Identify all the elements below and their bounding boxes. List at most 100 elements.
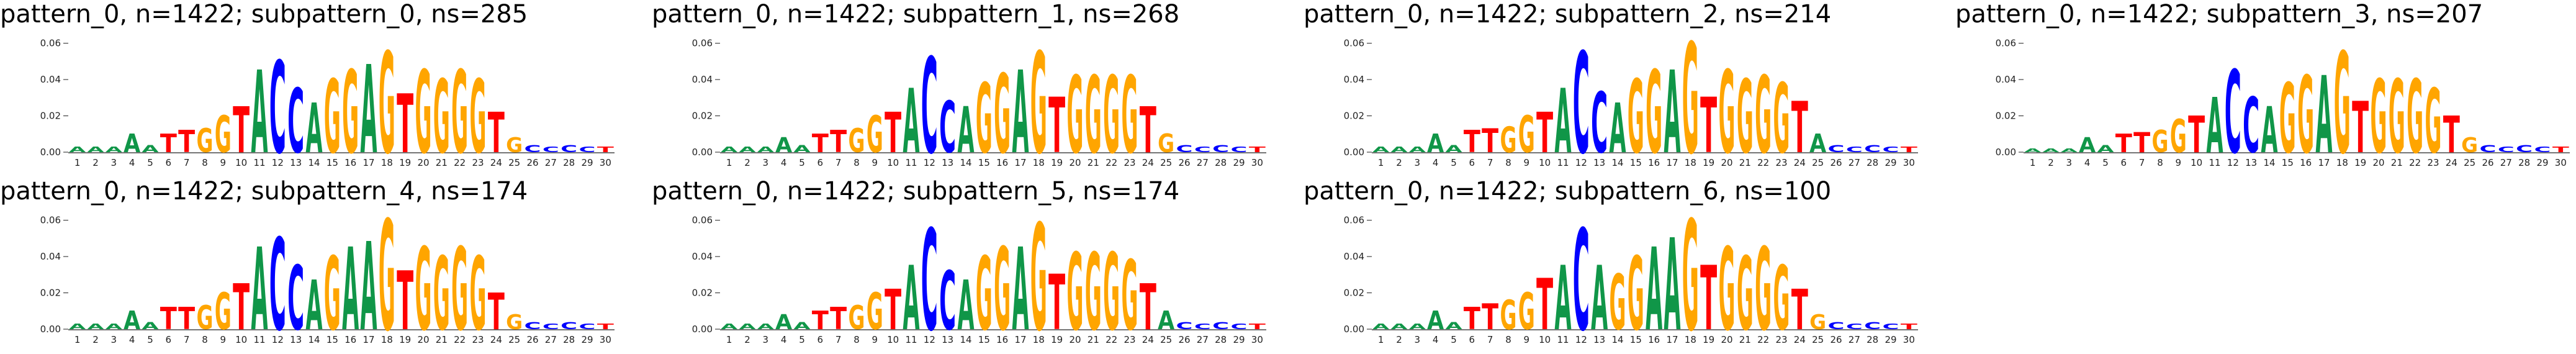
svg-text:C: C — [1828, 143, 1845, 155]
x-tick-label: 17 — [1666, 157, 1678, 168]
x-tick-label: 9 — [2176, 157, 2182, 168]
x-tick-label: 2 — [92, 157, 99, 168]
svg-text:T: T — [812, 306, 829, 335]
logo-letter-27: C — [1846, 145, 1863, 154]
svg-text:G: G — [1682, 190, 1699, 354]
svg-text:C: C — [1194, 322, 1211, 331]
logo-letter-30: T — [1901, 145, 1917, 154]
logo-letter-13: C — [2243, 82, 2259, 170]
logo-letter-4: A — [124, 129, 141, 158]
logo-letter-29: C — [1883, 145, 1899, 154]
logo-letter-12: C — [1573, 24, 1590, 177]
logo-letter-10: T — [1536, 102, 1553, 166]
svg-text:A: A — [2316, 53, 2333, 177]
logo-letter-28: C — [561, 143, 577, 155]
logo-letter-29: C — [2534, 145, 2551, 154]
logo-letter-16: A — [1646, 224, 1662, 354]
x-tick-label: 11 — [905, 157, 917, 168]
logo-letter-24: T — [2443, 105, 2460, 164]
x-tick-label: 6 — [817, 334, 824, 345]
svg-text:T: T — [1048, 259, 1065, 347]
svg-text:T: T — [1791, 279, 1808, 343]
logo-letter-29: C — [1883, 322, 1899, 331]
x-tick-label: 19 — [2354, 157, 2366, 168]
logo-letter-25: G — [506, 311, 523, 334]
x-tick-label: 30 — [1251, 334, 1263, 345]
x-tick-label: 12 — [272, 334, 284, 345]
svg-text:G: G — [2461, 134, 2478, 157]
x-tick-label: 15 — [2282, 157, 2294, 168]
x-tick-label: 24 — [1794, 334, 1806, 345]
x-tick-label: 24 — [1794, 157, 1806, 168]
svg-text:A: A — [251, 224, 268, 354]
svg-text:G: G — [2297, 53, 2314, 177]
svg-text:A: A — [1646, 224, 1662, 354]
logo-letter-30: T — [1249, 322, 1266, 331]
svg-text:A: A — [142, 320, 159, 332]
svg-text:C: C — [939, 255, 956, 348]
logo-letter-22: G — [1755, 53, 1772, 177]
svg-text:C: C — [287, 71, 304, 173]
logo-letter-3: A — [106, 322, 122, 331]
logo-letter-23: G — [1773, 65, 1790, 176]
svg-text:C: C — [579, 145, 596, 154]
logo-letter-25: G — [1158, 129, 1174, 158]
svg-text:C: C — [543, 145, 559, 154]
svg-text:A: A — [775, 134, 792, 157]
x-tick-label: 1 — [1378, 157, 1384, 168]
logo-letter-9: G — [867, 282, 883, 341]
logo-letter-17: A — [2316, 53, 2333, 177]
x-tick-label: 23 — [472, 157, 484, 168]
svg-text:C: C — [1573, 201, 1590, 354]
x-tick-label: 29 — [1885, 157, 1896, 168]
logo-letter-27: C — [1846, 322, 1863, 331]
svg-text:A: A — [1012, 224, 1029, 354]
x-tick-label: 15 — [1630, 157, 1642, 168]
logo-letter-17: A — [361, 40, 377, 177]
x-tick-label: 25 — [1160, 157, 1172, 168]
x-tick-label: 24 — [2446, 157, 2457, 168]
logo-letter-27: C — [1194, 145, 1211, 154]
svg-text:C: C — [1176, 143, 1193, 155]
logo-letter-21: G — [1085, 230, 1102, 354]
svg-text:T: T — [597, 145, 614, 154]
svg-text:G: G — [867, 105, 883, 164]
svg-text:T: T — [885, 102, 901, 166]
x-tick-label: 17 — [1014, 334, 1026, 345]
logo-letter-20: G — [1067, 53, 1084, 177]
logo-letter-6: T — [1464, 301, 1480, 337]
logo-letter-3: A — [2061, 148, 2078, 153]
svg-text:G: G — [1067, 53, 1084, 177]
x-tick-label: 2 — [1396, 157, 1402, 168]
logo-letter-6: T — [160, 301, 177, 337]
logo-panel-3: pattern_0, n=1422; subpattern_3, ns=207 … — [1955, 0, 2576, 177]
panel-title: pattern_0, n=1422; subpattern_1, ns=268 — [652, 0, 1180, 29]
logo-letter-18: G — [1682, 13, 1699, 177]
logo-letter-24: T — [488, 282, 505, 341]
svg-text:T: T — [1249, 322, 1266, 331]
x-tick-label: 9 — [220, 157, 227, 168]
x-tick-label: 21 — [436, 334, 448, 345]
svg-text:G: G — [1773, 248, 1790, 350]
logo-letter-8: G — [197, 299, 214, 338]
logo-letter-11: A — [1555, 71, 1572, 173]
x-tick-label: 4 — [129, 157, 135, 168]
x-tick-label: 3 — [763, 157, 769, 168]
svg-text:G: G — [1030, 24, 1047, 177]
svg-text:G: G — [1737, 236, 1754, 353]
x-tick-label: 20 — [1721, 157, 1732, 168]
x-tick-label: 21 — [1088, 334, 1099, 345]
logo-letter-21: G — [1737, 59, 1754, 176]
logo-letter-22: G — [1755, 224, 1772, 354]
svg-text:C: C — [2243, 82, 2259, 170]
svg-text:C: C — [269, 35, 286, 177]
svg-text:C: C — [2498, 145, 2515, 154]
logo-letter-12: C — [269, 212, 286, 354]
logo-letter-12: C — [2225, 47, 2241, 177]
svg-text:G: G — [379, 190, 395, 354]
svg-text:C: C — [287, 248, 304, 350]
svg-text:C: C — [525, 320, 541, 332]
svg-text:G: G — [1628, 59, 1644, 176]
svg-text:G: G — [2170, 110, 2187, 163]
